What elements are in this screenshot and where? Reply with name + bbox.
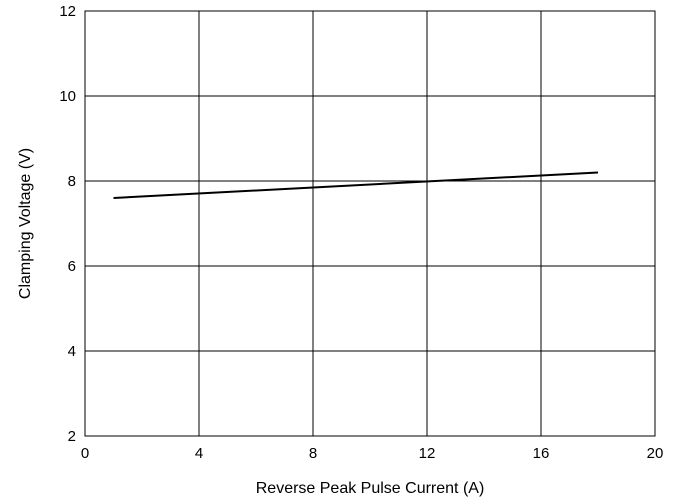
x-tick-label: 8 [309,445,317,462]
x-tick-label: 20 [647,445,664,462]
y-tick-label: 6 [68,258,76,275]
x-tick-label: 16 [533,445,550,462]
series-group [113,171,599,199]
x-tick-label: 0 [81,445,89,462]
y-tick-label: 4 [68,343,76,360]
x-axis-ticks: 0 4 8 12 16 20 [81,445,664,462]
series-line [113,171,599,199]
x-tick-label: 4 [195,445,203,462]
grid [85,11,655,436]
y-axis-ticks: 2 4 6 8 10 12 [59,3,76,445]
x-axis-label: Reverse Peak Pulse Current (A) [256,480,485,497]
x-tick-label: 12 [419,445,436,462]
y-tick-label: 8 [68,173,76,190]
plot-frame [84,10,656,437]
y-axis-label: Clamping Voltage (V) [17,148,34,299]
y-tick-label: 2 [68,428,76,445]
y-tick-label: 10 [59,88,76,105]
y-tick-label: 12 [59,3,76,20]
